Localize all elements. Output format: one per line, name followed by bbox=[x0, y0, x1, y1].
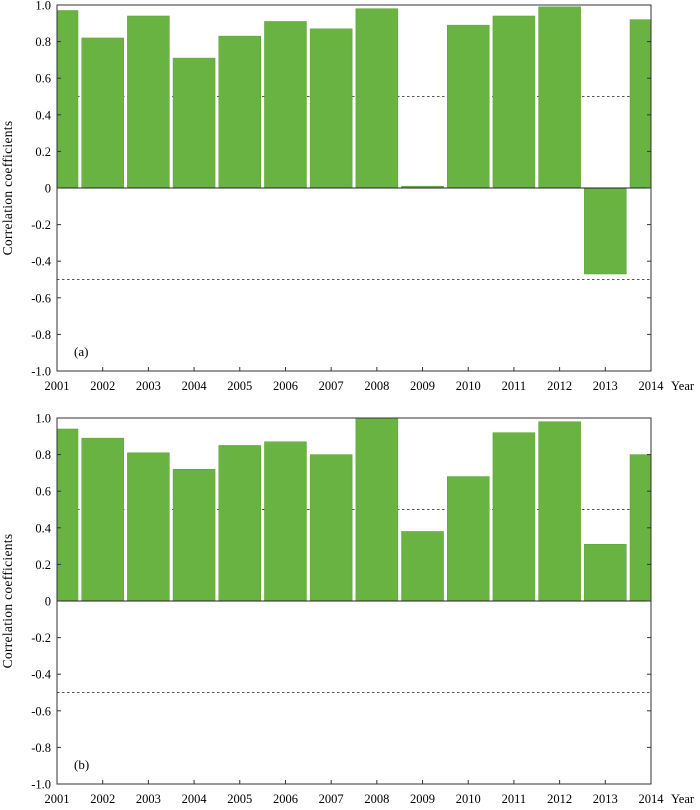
x-tick-label: 2010 bbox=[456, 792, 481, 805]
y-tick-label: -0.8 bbox=[31, 328, 51, 342]
bar-2007 bbox=[309, 28, 353, 189]
y-tick-label: -0.4 bbox=[31, 668, 52, 682]
x-axis-title: Year bbox=[671, 792, 695, 805]
bar-2007 bbox=[309, 454, 353, 602]
bar-2010 bbox=[446, 476, 490, 602]
panel-label: (b) bbox=[74, 757, 89, 772]
bar-2002 bbox=[81, 437, 124, 602]
y-tick-label: 0.4 bbox=[35, 108, 51, 122]
bar-2008 bbox=[355, 8, 399, 189]
bar-2004 bbox=[172, 57, 216, 189]
x-tick-label: 2010 bbox=[456, 379, 481, 393]
x-tick-label: 2003 bbox=[136, 792, 161, 805]
chart-panel-a: -1.0 -0.8 -0.6 -0.4 -0.2 0 0.2 0.4 0.6 0.8 1.0 2001… bbox=[0, 0, 695, 393]
y-tick-label: -0.2 bbox=[31, 631, 51, 645]
x-tick-label: 2009 bbox=[410, 379, 435, 393]
x-tick-label: 2011 bbox=[502, 792, 527, 805]
y-axis-title: Correlation coefficients bbox=[0, 121, 15, 256]
x-tick-label: 2002 bbox=[90, 792, 115, 805]
bar-2005 bbox=[218, 35, 262, 189]
y-tick-label: -0.6 bbox=[31, 291, 51, 305]
x-tick-label: 2005 bbox=[227, 792, 252, 805]
bar-2006 bbox=[264, 21, 307, 189]
y-tick-label: 0.6 bbox=[35, 485, 51, 499]
x-tick-label: 2013 bbox=[593, 792, 618, 805]
y-tick-label: 0.8 bbox=[35, 35, 51, 49]
bar-2001 bbox=[56, 10, 79, 189]
bar-2011 bbox=[492, 432, 536, 602]
bar-2010 bbox=[446, 24, 490, 189]
bar-2012 bbox=[538, 421, 581, 602]
bar-2009 bbox=[401, 531, 444, 602]
bar-2008 bbox=[355, 417, 399, 602]
bar-2014 bbox=[629, 19, 652, 189]
x-tick-label: 2006 bbox=[273, 792, 298, 805]
bar-2012 bbox=[538, 6, 581, 189]
x-tick-label: 2008 bbox=[364, 792, 389, 805]
chart-panel-b: -1.0 -0.8 -0.6 -0.4 -0.2 0 0.2 0.4 0.6 0.8 1.0 2001… bbox=[0, 412, 695, 807]
x-tick-label: 2002 bbox=[90, 379, 115, 393]
x-tick-label: 2006 bbox=[273, 379, 298, 393]
x-tick-label: 2009 bbox=[410, 792, 435, 805]
y-tick-label: 0 bbox=[45, 595, 51, 609]
bar-2003 bbox=[127, 452, 170, 602]
x-tick-label: 2012 bbox=[547, 792, 572, 805]
y-tick-label: -1.0 bbox=[31, 365, 51, 379]
x-tick-label: 2014 bbox=[639, 379, 665, 393]
y-tick-label: -0.6 bbox=[31, 704, 51, 718]
x-tick-label: 2004 bbox=[182, 792, 208, 805]
y-tick-label: 1.0 bbox=[35, 412, 51, 426]
panel-label: (a) bbox=[74, 344, 88, 359]
y-tick-label: 0 bbox=[45, 182, 51, 196]
x-tick-label: 2001 bbox=[45, 379, 70, 393]
x-tick-label: 2012 bbox=[547, 379, 572, 393]
y-tick-label: 0.2 bbox=[35, 145, 51, 159]
bar-2011 bbox=[492, 15, 536, 189]
y-tick-label: -0.4 bbox=[31, 255, 52, 269]
y-tick-label: 0.4 bbox=[35, 521, 51, 535]
x-tick-label: 2001 bbox=[45, 792, 70, 805]
y-tick-label: -0.2 bbox=[31, 218, 51, 232]
y-tick-label: 0.2 bbox=[35, 558, 51, 572]
x-tick-label: 2003 bbox=[136, 379, 161, 393]
bar-2013 bbox=[584, 544, 627, 602]
bar-2003 bbox=[127, 15, 170, 189]
x-axis-title: Year bbox=[671, 379, 695, 393]
bar-2002 bbox=[81, 37, 124, 189]
x-tick-label: 2005 bbox=[227, 379, 252, 393]
y-tick-label: 0.8 bbox=[35, 448, 51, 462]
x-tick-label: 2008 bbox=[364, 379, 389, 393]
x-tick-label: 2007 bbox=[319, 792, 344, 805]
y-tick-label: -0.8 bbox=[31, 741, 51, 755]
x-tick-label: 2014 bbox=[639, 792, 665, 805]
y-tick-label: -1.0 bbox=[31, 778, 51, 792]
y-tick-label: 1.0 bbox=[35, 0, 51, 13]
x-tick-label: 2013 bbox=[593, 379, 618, 393]
bar-2006 bbox=[264, 441, 307, 602]
x-tick-label: 2004 bbox=[182, 379, 208, 393]
bar-2013 bbox=[584, 187, 627, 275]
y-axis-title: Correlation coefficients bbox=[0, 534, 15, 669]
bar-2005 bbox=[218, 445, 262, 602]
y-tick-label: 0.6 bbox=[35, 72, 51, 86]
x-tick-label: 2007 bbox=[319, 379, 344, 393]
bar-2004 bbox=[172, 468, 216, 602]
x-tick-label: 2011 bbox=[502, 379, 527, 393]
